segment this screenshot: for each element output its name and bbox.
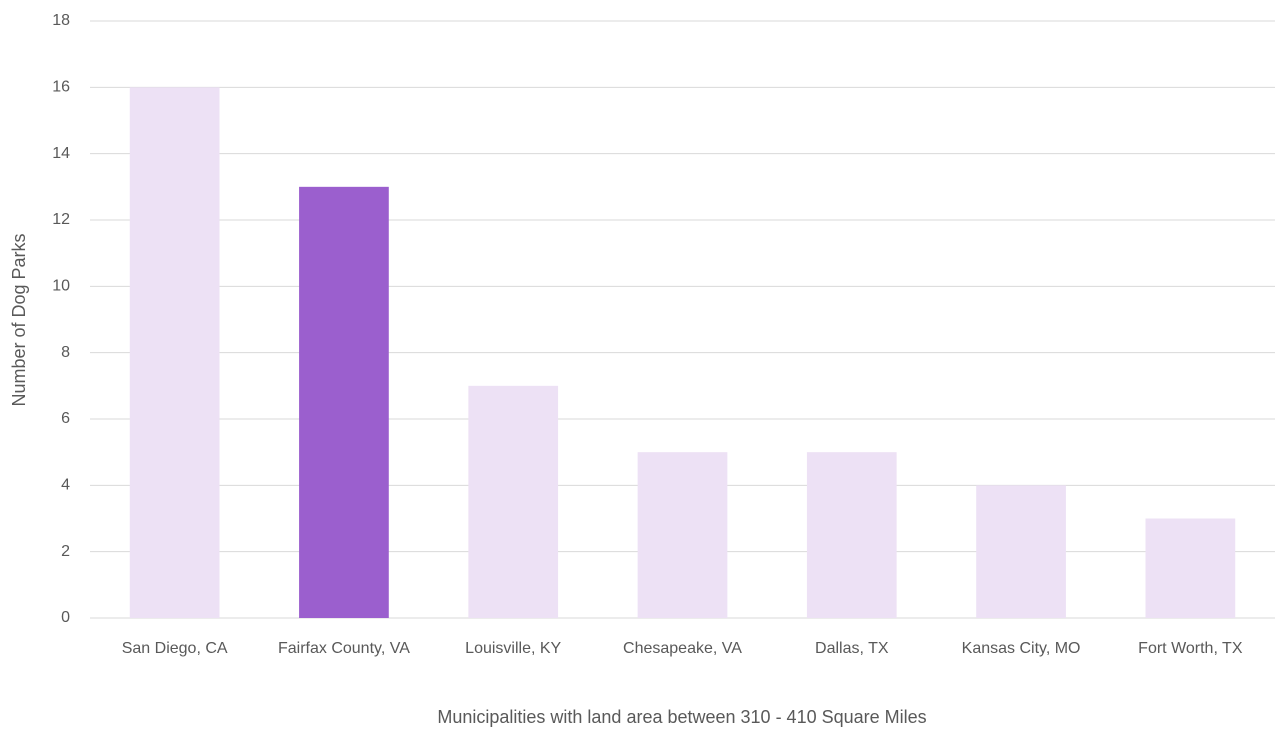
y-tick-label: 10 <box>52 278 70 295</box>
bar <box>637 452 728 618</box>
x-tick-label: Fairfax County, VA <box>277 640 410 657</box>
y-tick-label: 16 <box>52 79 70 96</box>
bar <box>299 186 389 619</box>
y-tick-label: 4 <box>61 477 70 494</box>
y-tick-label: 14 <box>52 145 70 162</box>
y-axis-title: Number of Dog Parks <box>9 233 29 406</box>
bar <box>806 452 897 618</box>
y-tick-label: 18 <box>52 12 70 29</box>
x-tick-label: San Diego, CA <box>121 640 228 657</box>
bar <box>1145 518 1236 618</box>
x-tick-label: Kansas City, MO <box>961 640 1081 657</box>
y-tick-label: 12 <box>52 211 70 228</box>
y-tick-label: 6 <box>61 410 70 427</box>
bar <box>129 87 220 619</box>
x-tick-label: Dallas, TX <box>815 640 889 657</box>
x-tick-label: Louisville, KY <box>465 640 562 657</box>
y-tick-label: 0 <box>61 609 70 626</box>
bar <box>976 485 1066 618</box>
y-tick-label: 2 <box>61 543 70 560</box>
bar <box>468 385 559 618</box>
y-tick-label: 8 <box>61 344 70 361</box>
x-axis-title: Municipalities with land area between 31… <box>437 707 926 727</box>
x-tick-label: Fort Worth, TX <box>1138 640 1243 657</box>
x-tick-label: Chesapeake, VA <box>623 640 742 657</box>
